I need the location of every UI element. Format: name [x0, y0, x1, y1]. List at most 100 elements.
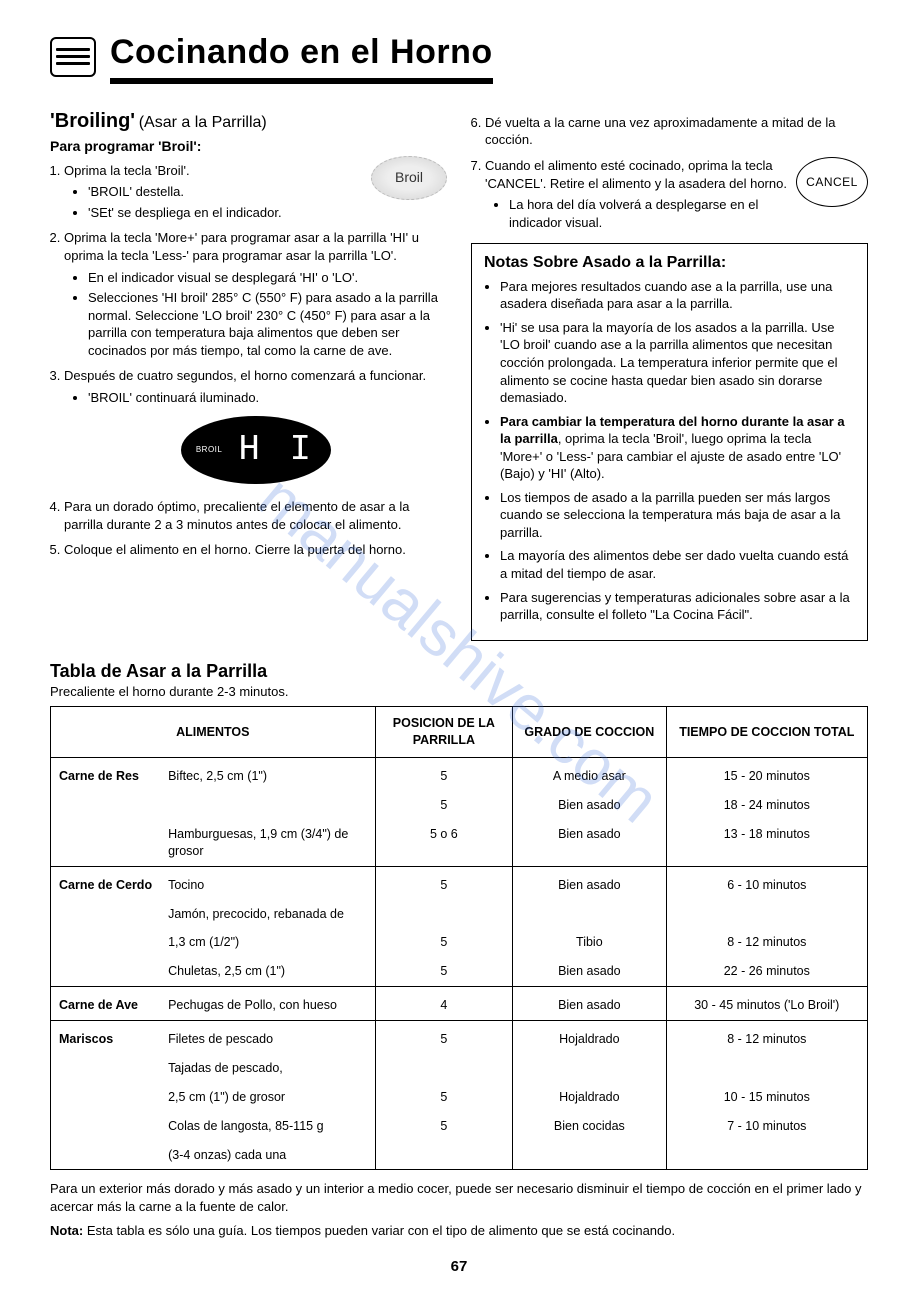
item-cell: Tajadas de pescado,	[160, 1054, 375, 1083]
time-cell: 10 - 15 minutos	[666, 1083, 867, 1112]
item-cell: Tocino	[160, 866, 375, 899]
doneness-cell: Bien asado	[513, 957, 667, 986]
doneness-cell: Bien asado	[513, 987, 667, 1021]
broil-table-section: Tabla de Asar a la Parrilla Precaliente …	[50, 659, 868, 1171]
item-cell: Hamburguesas, 1,9 cm (3/4") de grosor	[160, 820, 375, 866]
table-row: Chuletas, 2,5 cm (1")5Bien asado22 - 26 …	[51, 957, 868, 986]
time-cell: 8 - 12 minutos	[666, 928, 867, 957]
step-7: CANCEL Cuando el alimento esté cocinado,…	[485, 157, 868, 231]
step2-sublist: En el indicador visual se desplegará 'HI…	[88, 269, 447, 360]
position-cell: 5	[375, 758, 512, 791]
table-row: 2,5 cm (1") de grosor5Hojaldrado10 - 15 …	[51, 1083, 868, 1112]
right-column: Dé vuelta a la carne una vez aproximadam…	[471, 108, 868, 641]
cancel-button[interactable]: CANCEL	[796, 157, 868, 207]
note-item: Para mejores resultados cuando ase a la …	[500, 278, 855, 313]
time-cell	[666, 1141, 867, 1170]
table-header-row: ALIMENTOS POSICION DE LA PARRILLA GRADO …	[51, 707, 868, 758]
doneness-cell	[513, 900, 667, 929]
display-label: BROIL	[196, 445, 223, 456]
time-cell: 22 - 26 minutos	[666, 957, 867, 986]
display-value: H I	[238, 426, 315, 475]
broiling-subheading: (Asar a la Parrilla)	[139, 114, 267, 131]
doneness-cell: Bien asado	[513, 791, 667, 820]
program-broil-label: Para programar 'Broil':	[50, 137, 447, 156]
step-text: Oprima la tecla 'More+' para programar a…	[64, 230, 419, 263]
doneness-cell: Hojaldrado	[513, 1021, 667, 1054]
item-cell	[160, 791, 375, 820]
step-5: Coloque el alimento en el horno. Cierre …	[64, 541, 447, 559]
table-row: Jamón, precocido, rebanada de	[51, 900, 868, 929]
category-cell: Carne de Cerdo	[51, 866, 161, 987]
item-cell: 2,5 cm (1") de grosor	[160, 1083, 375, 1112]
footnote-rest: Esta tabla es sólo una guía. Los tiempos…	[83, 1223, 675, 1238]
table-row: Hamburguesas, 1,9 cm (3/4") de grosor5 o…	[51, 820, 868, 866]
oven-display: BROIL H I	[181, 416, 331, 484]
note-item: Para sugerencias y temperaturas adiciona…	[500, 589, 855, 624]
footnotes: Para un exterior más dorado y más asado …	[50, 1180, 868, 1239]
position-cell: 5 o 6	[375, 820, 512, 866]
table-title: Tabla de Asar a la Parrilla	[50, 659, 868, 683]
position-cell: 5	[375, 791, 512, 820]
time-cell	[666, 1054, 867, 1083]
item-cell: Biftec, 2,5 cm (1")	[160, 758, 375, 791]
time-cell	[666, 900, 867, 929]
left-column: 'Broiling' (Asar a la Parrilla) Para pro…	[50, 108, 447, 641]
sub-item: 'SEt' se despliega en el indicador.	[88, 204, 447, 222]
position-cell: 5	[375, 928, 512, 957]
footnote-1: Para un exterior más dorado y más asado …	[50, 1180, 868, 1215]
doneness-cell: Tibio	[513, 928, 667, 957]
right-steps: Dé vuelta a la carne una vez aproximadam…	[485, 114, 868, 231]
position-cell	[375, 1054, 512, 1083]
sub-item: 'BROIL' continuará iluminado.	[88, 389, 447, 407]
table-row: 1,3 cm (1/2")5Tibio8 - 12 minutos	[51, 928, 868, 957]
item-cell: Jamón, precocido, rebanada de	[160, 900, 375, 929]
doneness-cell: Bien asado	[513, 820, 667, 866]
position-cell	[375, 1141, 512, 1170]
category-cell: Carne de Ave	[51, 987, 161, 1021]
broiling-heading: 'Broiling'	[50, 110, 135, 132]
time-cell: 7 - 10 minutos	[666, 1112, 867, 1141]
position-cell: 5	[375, 1021, 512, 1054]
doneness-cell: Bien asado	[513, 866, 667, 899]
doneness-cell: Hojaldrado	[513, 1083, 667, 1112]
doneness-cell	[513, 1054, 667, 1083]
th-time: TIEMPO DE COCCION TOTAL	[666, 707, 867, 758]
step3-sublist: 'BROIL' continuará iluminado.	[88, 389, 447, 407]
doneness-cell	[513, 1141, 667, 1170]
position-cell: 5	[375, 957, 512, 986]
position-cell	[375, 900, 512, 929]
position-cell: 5	[375, 866, 512, 899]
broil-button[interactable]: Broil	[371, 156, 447, 200]
th-position: POSICION DE LA PARRILLA	[375, 707, 512, 758]
step-4: Para un dorado óptimo, precaliente el el…	[64, 498, 447, 533]
step-6: Dé vuelta a la carne una vez aproximadam…	[485, 114, 868, 149]
sub-item: Selecciones 'HI broil' 285° C (550° F) p…	[88, 289, 447, 359]
table-row: Tajadas de pescado,	[51, 1054, 868, 1083]
step-text: Después de cuatro segundos, el horno com…	[64, 368, 426, 383]
time-cell: 15 - 20 minutos	[666, 758, 867, 791]
step-3: Después de cuatro segundos, el horno com…	[64, 367, 447, 484]
step-text: Cuando el alimento esté cocinado, oprima…	[485, 158, 787, 191]
note-item: La mayoría des alimentos debe ser dado v…	[500, 547, 855, 582]
note-item: 'Hi' se usa para la mayoría de los asado…	[500, 319, 855, 407]
item-cell: 1,3 cm (1/2")	[160, 928, 375, 957]
notes-list: Para mejores resultados cuando ase a la …	[500, 278, 855, 624]
table-row: MariscosFiletes de pescado5Hojaldrado8 -…	[51, 1021, 868, 1054]
left-steps: Oprima la tecla 'Broil'. 'BROIL' destell…	[64, 162, 447, 559]
notes-title: Notas Sobre Asado a la Parrilla:	[484, 252, 855, 274]
footnote-bold: Nota:	[50, 1223, 83, 1238]
notes-box: Notas Sobre Asado a la Parrilla: Para me…	[471, 243, 868, 640]
item-cell: (3-4 onzas) cada una	[160, 1141, 375, 1170]
position-cell: 5	[375, 1083, 512, 1112]
item-cell: Colas de langosta, 85-115 g	[160, 1112, 375, 1141]
table-subtitle: Precaliente el horno durante 2-3 minutos…	[50, 683, 868, 701]
item-cell: Filetes de pescado	[160, 1021, 375, 1054]
footnote-2: Nota: Esta tabla es sólo una guía. Los t…	[50, 1222, 868, 1240]
table-row: Colas de langosta, 85-115 g5Bien cocidas…	[51, 1112, 868, 1141]
page-header: Cocinando en el Horno	[50, 30, 868, 84]
table-row: Carne de CerdoTocino5Bien asado6 - 10 mi…	[51, 866, 868, 899]
table-row: Carne de ResBiftec, 2,5 cm (1")5A medio …	[51, 758, 868, 791]
time-cell: 13 - 18 minutos	[666, 820, 867, 866]
doneness-cell: A medio asar	[513, 758, 667, 791]
note-item: Los tiempos de asado a la parrilla puede…	[500, 489, 855, 542]
